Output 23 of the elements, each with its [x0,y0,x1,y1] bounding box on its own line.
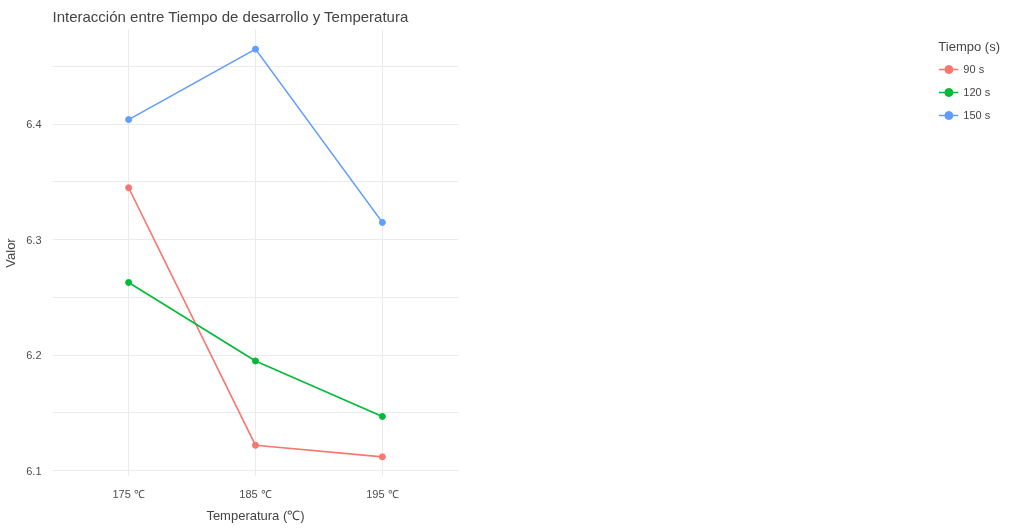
legend-title: Tiempo (s) [938,39,1000,54]
y-axis-title: Valor [3,237,19,268]
point [378,412,386,420]
x-tick-label: 195 ℃ [366,487,399,500]
point [252,45,259,53]
point [125,116,133,124]
legend-label: 120 s [963,86,991,98]
legend-label: 90 s [963,63,985,75]
x-tick-label: 175 ℃ [112,487,145,500]
chart-title: Interacción entre Tiempo de desarrollo y Temperatura [52,7,409,25]
x-tick-label: 185 ℃ [239,487,272,500]
point [378,218,386,226]
y-tick-label: 6.2 [26,349,42,362]
y-tick-label: 6.1 [26,464,42,477]
x-axis-title: Temperatura (℃) [206,507,305,523]
y-tick-label: 6.4 [26,118,42,131]
point [125,184,133,192]
point [252,441,259,449]
point [378,453,386,461]
point [125,278,133,286]
legend-label: 150 s [963,109,991,121]
y-tick-label: 6.3 [26,233,42,246]
point [252,357,259,365]
